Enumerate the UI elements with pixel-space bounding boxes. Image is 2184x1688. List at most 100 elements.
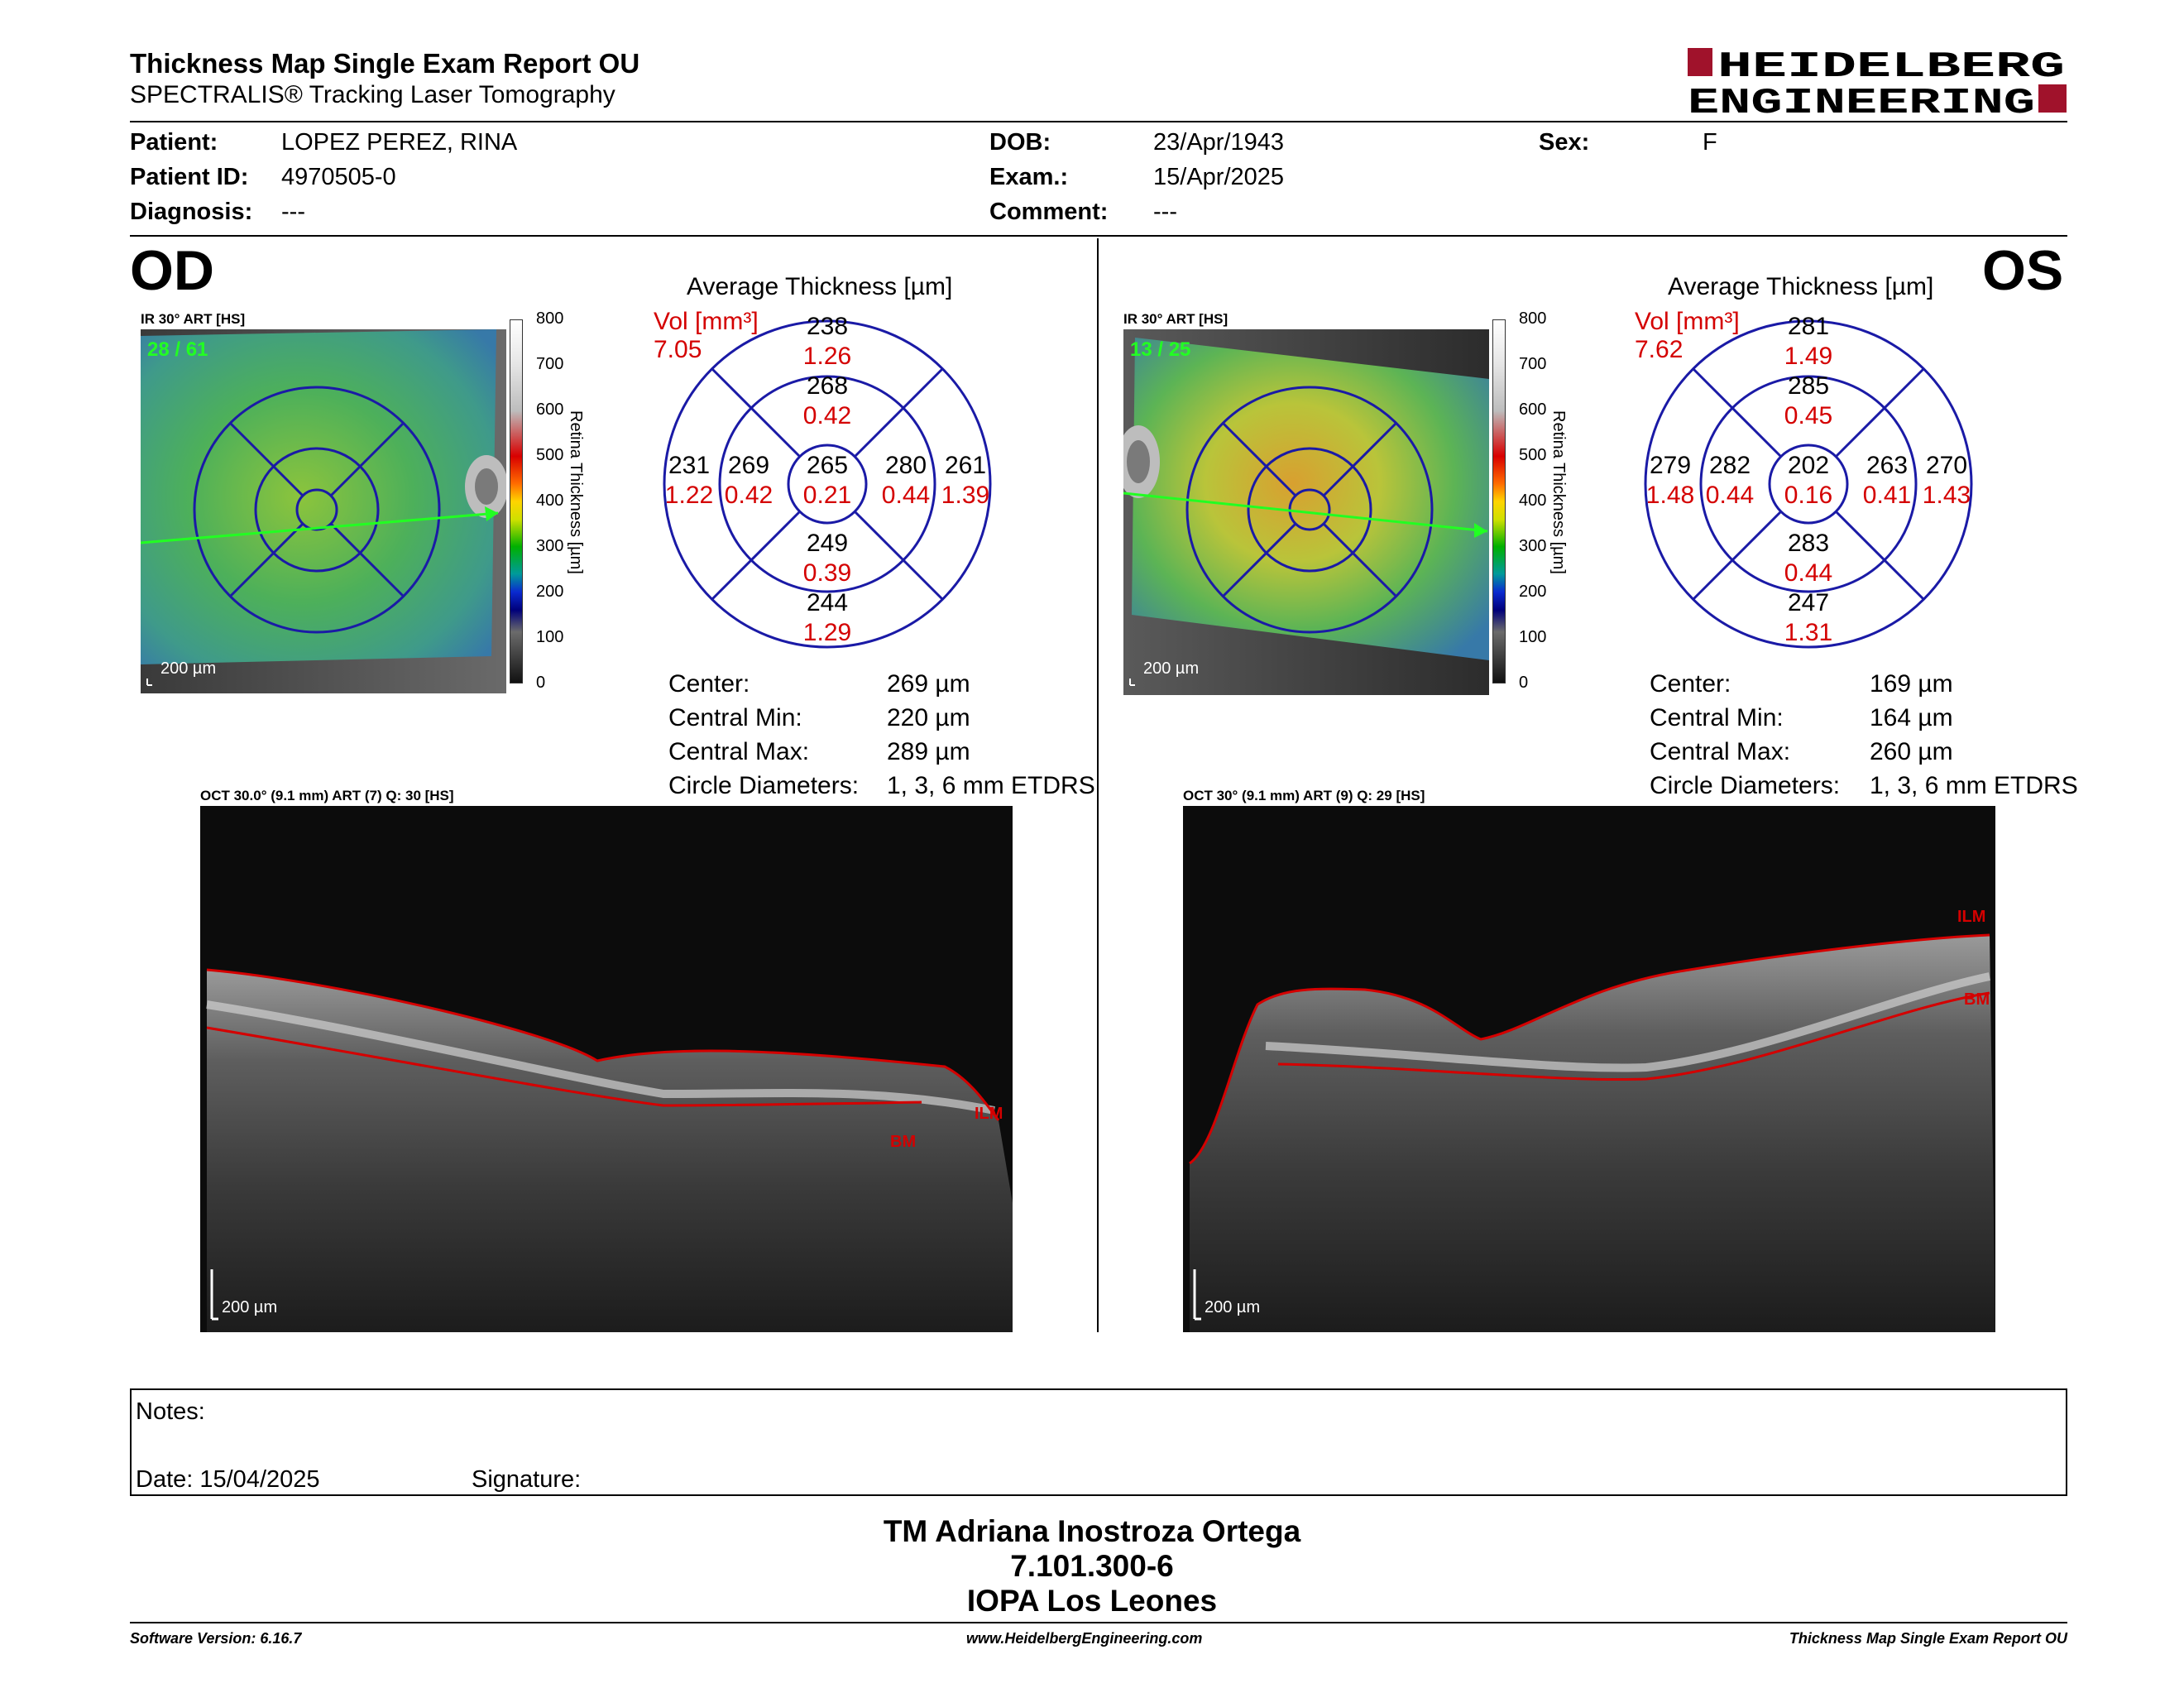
os-cb-tick-500: 500 <box>1519 446 1547 464</box>
od-cb-tick-100: 100 <box>536 628 564 646</box>
svg-text:13 / 25: 13 / 25 <box>1130 338 1190 361</box>
od-inner-temp: 269 <box>727 452 770 479</box>
os-ir-label: IR 30° ART [HS] <box>1123 311 1228 327</box>
od-outer-sup: 238 <box>806 313 849 340</box>
os-cb-tick-700: 700 <box>1519 355 1547 373</box>
od-outer-temp: 231 <box>668 452 711 479</box>
os-min-value: 164 µm <box>1870 704 1953 731</box>
od-cb-tick-500: 500 <box>536 446 564 464</box>
od-ir-label: IR 30° ART [HS] <box>141 311 246 327</box>
od-inner-sup: 268 <box>806 372 849 400</box>
od-vol-total: 7.05 <box>654 336 702 363</box>
os-outer-nasal-vol: 1.43 <box>1922 482 1971 509</box>
patient-id-label: Patient ID: <box>130 164 249 190</box>
od-inner-nasal-vol: 0.44 <box>881 482 931 509</box>
svg-text:ILM: ILM <box>975 1105 1003 1123</box>
svg-text:BM: BM <box>1964 990 1990 1009</box>
dob-value: 23/Apr/1943 <box>1153 129 1285 156</box>
notes-label: Notes: <box>136 1398 205 1425</box>
od-center-vol: 0.21 <box>802 482 852 509</box>
eye-divider <box>1097 238 1099 1332</box>
os-diam-value: 1, 3, 6 mm ETDRS <box>1870 772 2078 799</box>
heidelberg-logo: HEIDELBERG ENGINEERING <box>1688 46 2068 124</box>
od-inner-temp-vol: 0.42 <box>724 482 774 509</box>
svg-text:HEIDELBERG: HEIDELBERG <box>1717 46 2065 88</box>
patient-label: Patient: <box>130 129 218 156</box>
exam-label: Exam.: <box>989 164 1069 190</box>
os-eye-label: OS <box>1982 239 2064 302</box>
os-outer-inf: 247 <box>1787 589 1830 616</box>
od-cb-tick-700: 700 <box>536 355 564 373</box>
os-outer-temp-vol: 1.48 <box>1645 482 1695 509</box>
os-center-label: Center: <box>1650 670 1731 698</box>
os-inner-sup: 285 <box>1787 372 1830 400</box>
od-outer-nasal-vol: 1.39 <box>941 482 990 509</box>
od-cb-tick-400: 400 <box>536 492 564 510</box>
od-diam-label: Circle Diameters: <box>668 772 860 799</box>
svg-text:200 µm: 200 µm <box>1205 1298 1260 1316</box>
od-min-value: 220 µm <box>887 704 970 731</box>
os-colorbar-title: Retina Thickness [µm] <box>1549 410 1568 574</box>
os-center-vol: 0.16 <box>1784 482 1833 509</box>
od-scan-line <box>140 511 499 544</box>
od-outer-inf: 244 <box>806 589 849 616</box>
os-cb-tick-600: 600 <box>1519 400 1547 419</box>
svg-text:ENGINEERING: ENGINEERING <box>1688 83 2035 116</box>
od-cb-tick-0: 0 <box>536 674 546 692</box>
os-min-label: Central Min: <box>1650 704 1784 731</box>
os-center-value: 169 µm <box>1870 670 1953 698</box>
os-inner-sup-vol: 0.45 <box>1784 402 1833 429</box>
od-center: 265 <box>806 452 849 479</box>
report-subtitle: SPECTRALIS® Tracking Laser Tomography <box>130 81 615 108</box>
od-inner-inf: 249 <box>806 530 849 557</box>
od-cb-tick-200: 200 <box>536 583 564 601</box>
od-cb-tick-600: 600 <box>536 400 564 419</box>
notes-box <box>130 1388 2067 1496</box>
os-center: 202 <box>1787 452 1830 479</box>
os-cb-tick-400: 400 <box>1519 492 1547 510</box>
os-bm-line <box>1277 991 1990 1081</box>
od-cb-tick-800: 800 <box>536 309 564 328</box>
od-max-value: 289 µm <box>887 738 970 765</box>
os-inner-inf: 283 <box>1787 530 1830 557</box>
dob-label: DOB: <box>989 129 1051 156</box>
os-outer-sup: 281 <box>1787 313 1830 340</box>
svg-text:BM: BM <box>890 1133 916 1151</box>
od-bm-line <box>206 1026 922 1107</box>
od-oct-label: OCT 30.0° (9.1 mm) ART (7) Q: 30 [HS] <box>200 788 454 803</box>
notes-signature-label: Signature: <box>472 1466 582 1493</box>
od-cb-tick-300: 300 <box>536 537 564 555</box>
diagnosis-label: Diagnosis: <box>130 199 253 225</box>
od-center-label: Center: <box>668 670 750 698</box>
od-oct-bscan: ILM BM 200 µm <box>200 806 1013 1332</box>
os-cb-tick-200: 200 <box>1519 583 1547 601</box>
od-outer-sup-vol: 1.26 <box>802 343 852 370</box>
patient-divider <box>130 235 2067 237</box>
os-avg-title: Average Thickness [µm] <box>1668 273 1934 300</box>
os-max-label: Central Max: <box>1650 738 1791 765</box>
os-inner-temp: 282 <box>1708 452 1751 479</box>
od-etdrs-grid <box>654 306 1001 654</box>
od-outer-inf-vol: 1.29 <box>802 619 852 646</box>
os-oct-label: OCT 30° (9.1 mm) ART (9) Q: 29 [HS] <box>1183 788 1425 803</box>
svg-text:28 / 61: 28 / 61 <box>147 338 208 361</box>
od-inner-sup-vol: 0.42 <box>802 402 852 429</box>
os-cb-tick-800: 800 <box>1519 309 1547 328</box>
report-title: Thickness Map Single Exam Report OU <box>130 48 640 79</box>
os-cb-tick-300: 300 <box>1519 537 1547 555</box>
os-scan-line <box>1123 492 1488 533</box>
os-ilm-line <box>1189 933 1990 1165</box>
od-diam-value: 1, 3, 6 mm ETDRS <box>887 772 1095 799</box>
svg-text:ILM: ILM <box>1957 908 1985 926</box>
od-inner-inf-vol: 0.39 <box>802 559 852 587</box>
os-etdrs-grid <box>1635 306 1982 654</box>
od-colorbar <box>510 319 592 692</box>
footer-software-version: Software Version: 6.16.7 <box>130 1630 302 1647</box>
od-outer-temp-vol: 1.22 <box>664 482 714 509</box>
comment-value: --- <box>1153 199 1177 225</box>
os-max-value: 260 µm <box>1870 738 1953 765</box>
os-outer-nasal: 270 <box>1925 452 1968 479</box>
od-vol-label: Vol [mm³] <box>654 308 759 335</box>
os-inner-inf-vol: 0.44 <box>1784 559 1833 587</box>
signatory-institution: IOPA Los Leones <box>966 1584 1218 1618</box>
